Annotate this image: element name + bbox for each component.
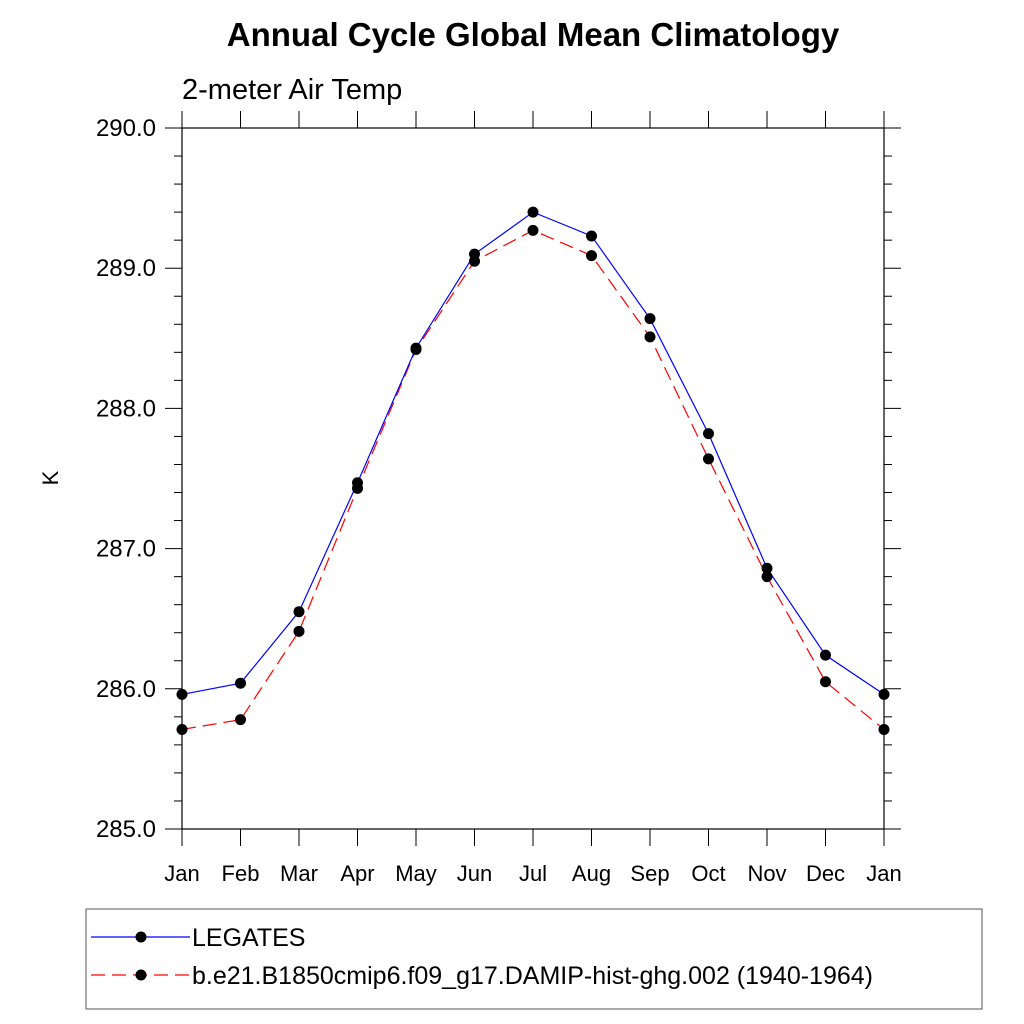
series-0-point <box>527 206 539 218</box>
plot-series <box>176 206 890 735</box>
x-tick-label: Aug <box>572 861 611 886</box>
series-1-point <box>820 676 831 688</box>
chart-title: Annual Cycle Global Mean Climatology <box>227 16 840 53</box>
chart-subtitle: 2-meter Air Temp <box>182 74 402 106</box>
x-tick-label: Jun <box>457 861 492 886</box>
series-0-point <box>410 342 422 354</box>
series-1-point <box>235 714 246 726</box>
series-1-point <box>586 250 597 262</box>
legend-marker-1 <box>135 969 147 981</box>
y-tick-label: 289.0 <box>96 255 156 282</box>
series-0-point <box>293 606 305 618</box>
y-tick-label: 290.0 <box>96 115 156 142</box>
series-line-0 <box>181 211 885 695</box>
legend-marker-0 <box>135 931 147 943</box>
series-0-point <box>235 677 246 689</box>
series-1-point <box>293 625 305 637</box>
series-0-point <box>761 562 773 574</box>
series-0-point <box>176 688 188 700</box>
x-tick-label: Jan <box>866 861 901 886</box>
y-axis-label: K <box>38 470 63 485</box>
series-1-point <box>644 331 656 343</box>
series-1-point <box>761 571 773 583</box>
x-tick-label: May <box>395 861 437 886</box>
x-tick-label: Mar <box>280 861 318 886</box>
y-tick-label: 287.0 <box>96 536 156 563</box>
y-tick-label: 288.0 <box>96 395 156 422</box>
x-tick-label: Jan <box>164 861 199 886</box>
series-0-point <box>352 477 363 489</box>
series-0-point <box>586 230 597 242</box>
legend-label-1: b.e21.B1850cmip6.f09_g17.DAMIP-hist-ghg.… <box>192 962 873 990</box>
y-tick-label: 286.0 <box>96 676 156 703</box>
x-tick-label: Jul <box>519 861 547 886</box>
x-tick-label: Oct <box>691 861 725 886</box>
axes: 285.0 286.0 287.0 288.0 289.0 290.0 Jan Feb Mar A… <box>96 111 902 886</box>
x-tick-label: Sep <box>630 861 669 886</box>
x-tick-label: Feb <box>222 861 260 886</box>
series-1-point <box>527 224 539 236</box>
legend-box <box>85 908 983 1010</box>
series-1-point <box>878 723 890 735</box>
legend-label-0: LEGATES <box>192 924 305 952</box>
series-1-point <box>176 723 188 735</box>
series-0-point <box>644 313 656 325</box>
series-1-point <box>703 453 714 465</box>
series-0-point <box>469 248 480 260</box>
x-tick-label: Nov <box>747 861 786 886</box>
x-tick-label: Dec <box>806 861 845 886</box>
series-0-point <box>820 649 831 661</box>
series-line-1 <box>181 229 885 731</box>
series-0-point <box>703 428 714 440</box>
series-0-point <box>878 688 890 700</box>
y-tick-label: 285.0 <box>96 816 156 843</box>
x-tick-label: Apr <box>340 861 374 886</box>
legend: LEGATES b.e21.B1850cmip6.f09_g17.DAMIP-hi… <box>85 908 983 1010</box>
